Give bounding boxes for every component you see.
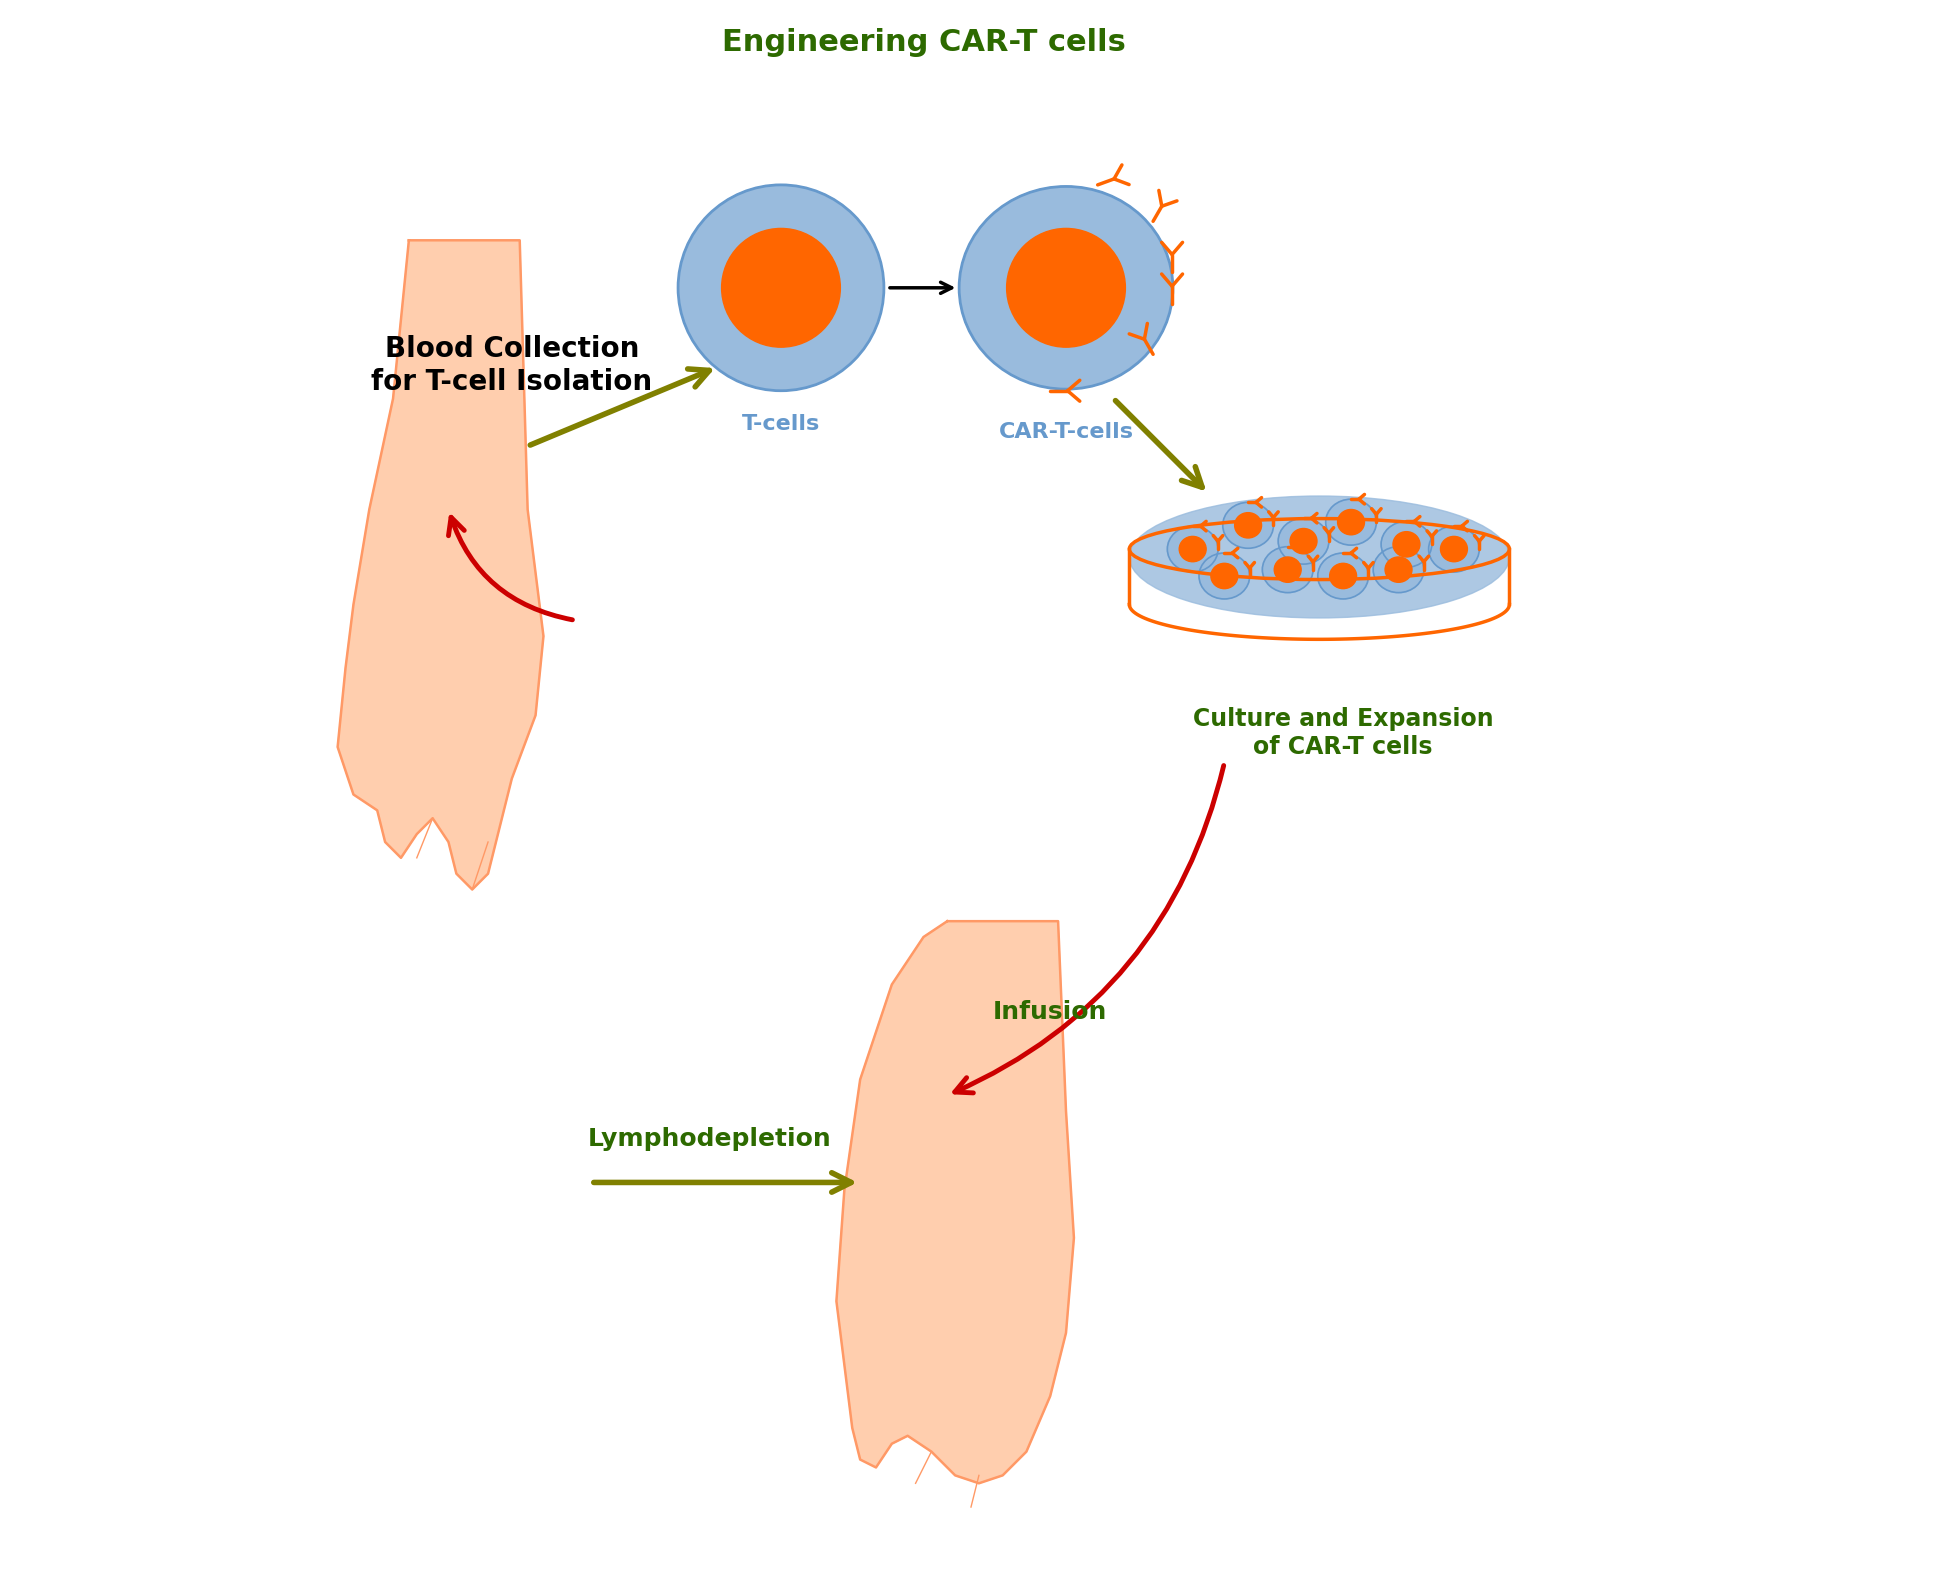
Ellipse shape (1223, 502, 1274, 548)
Ellipse shape (1235, 513, 1262, 539)
Polygon shape (837, 922, 1074, 1483)
Ellipse shape (1274, 558, 1301, 582)
Ellipse shape (1278, 518, 1328, 564)
Text: Engineering CAR-T cells: Engineering CAR-T cells (722, 29, 1126, 57)
Ellipse shape (1262, 547, 1313, 593)
Ellipse shape (1198, 553, 1251, 599)
Ellipse shape (722, 229, 841, 346)
Ellipse shape (1212, 564, 1237, 588)
Ellipse shape (678, 184, 884, 391)
Text: Infusion: Infusion (992, 1001, 1107, 1025)
Ellipse shape (1167, 526, 1218, 572)
Ellipse shape (1392, 532, 1420, 558)
Ellipse shape (959, 186, 1173, 389)
Ellipse shape (1179, 537, 1206, 563)
Ellipse shape (1381, 521, 1431, 567)
Text: Blood Collection
for T-cell Isolation: Blood Collection for T-cell Isolation (371, 335, 653, 396)
Text: Culture and Expansion
of CAR-T cells: Culture and Expansion of CAR-T cells (1192, 707, 1493, 760)
Ellipse shape (1289, 529, 1317, 555)
Ellipse shape (1429, 526, 1480, 572)
Ellipse shape (1441, 537, 1468, 563)
Ellipse shape (1338, 510, 1365, 535)
Ellipse shape (1373, 547, 1423, 593)
Ellipse shape (1130, 496, 1509, 618)
Ellipse shape (1326, 499, 1377, 545)
Ellipse shape (1385, 558, 1412, 582)
Text: CAR-T-cells: CAR-T-cells (998, 423, 1134, 442)
Polygon shape (338, 240, 544, 890)
Text: T-cells: T-cells (742, 415, 820, 434)
Ellipse shape (1330, 564, 1357, 588)
Ellipse shape (1006, 229, 1124, 346)
Text: Lymphodepletion: Lymphodepletion (588, 1127, 831, 1150)
Ellipse shape (1319, 553, 1369, 599)
